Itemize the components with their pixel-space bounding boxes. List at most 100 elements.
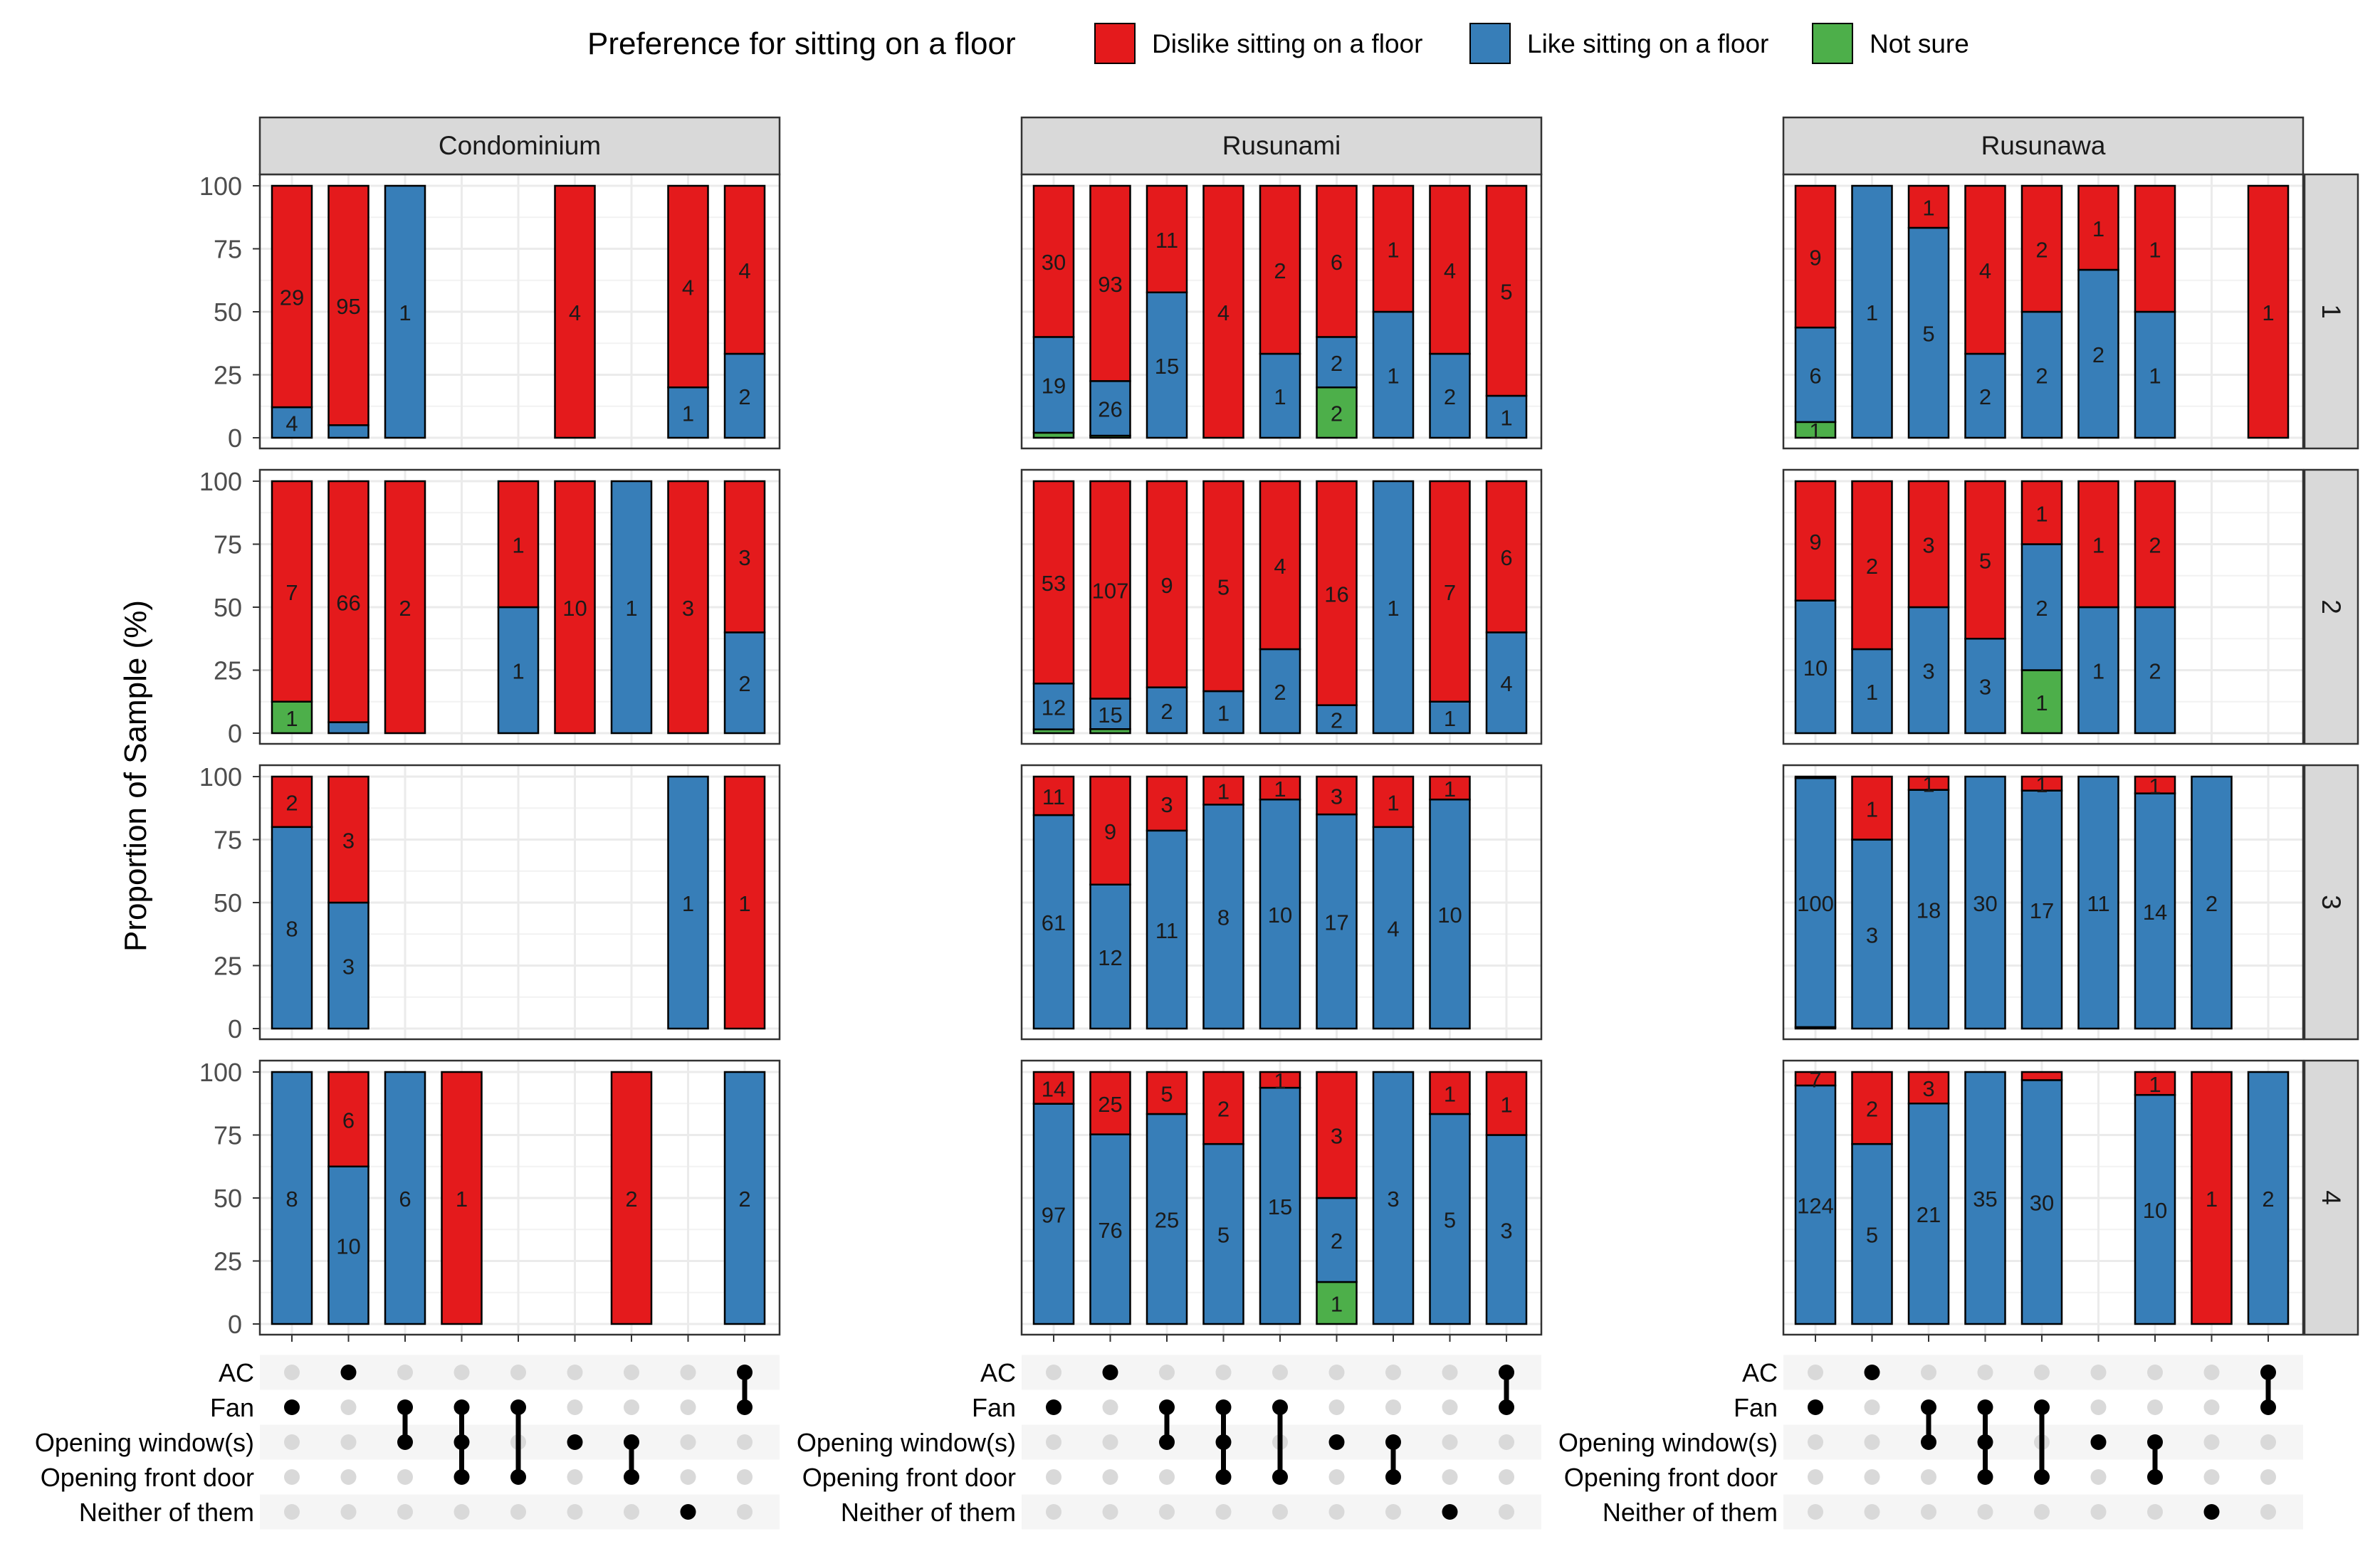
y-tick-label: 100 bbox=[199, 762, 242, 792]
bar-segment-dislike-slot-5 bbox=[1316, 480, 1358, 706]
matrix-dot-inactive bbox=[680, 1365, 696, 1380]
bar-segment-dislike-slot-8 bbox=[723, 480, 766, 634]
bar-segment-like-slot-5 bbox=[1316, 704, 1358, 735]
bar-segment-dislike-slot-4 bbox=[497, 480, 540, 609]
bar-segment-like-slot-7 bbox=[667, 386, 709, 439]
matrix-dot-inactive bbox=[2147, 1399, 2163, 1415]
matrix-dot-inactive bbox=[680, 1434, 696, 1450]
bar-segment-dislike-slot-1 bbox=[1851, 775, 1893, 841]
matrix-dot-active bbox=[1808, 1399, 1823, 1415]
legend: Preference for sitting on a floor Dislike… bbox=[587, 23, 1969, 64]
matrix-dot-inactive bbox=[1921, 1365, 1936, 1380]
bar-segment-dislike-slot-1 bbox=[327, 775, 369, 904]
matrix-dot-inactive bbox=[1385, 1365, 1401, 1380]
matrix-dot-inactive bbox=[1442, 1365, 1458, 1380]
bar-segment-dislike-slot-8 bbox=[723, 775, 766, 1030]
matrix-dot-inactive bbox=[1385, 1504, 1401, 1520]
bar-label-like-slot-2: 21 bbox=[1917, 1202, 1941, 1227]
bar-segment-dislike-slot-1 bbox=[1851, 480, 1893, 651]
bar-segment-like-slot-0 bbox=[1794, 1084, 1837, 1325]
bar-segment-like-slot-6 bbox=[2134, 606, 2176, 735]
bar-label-dislike-slot-7: 1 bbox=[1444, 777, 1456, 802]
bar-label-dislike-slot-2: 11 bbox=[1155, 228, 1178, 253]
bar-segment-dislike-slot-0 bbox=[1032, 480, 1075, 685]
bar-segment-dislike-slot-3 bbox=[1964, 184, 2006, 355]
matrix-dot-inactive bbox=[2090, 1365, 2107, 1380]
bar-label-dislike-slot-5: 3 bbox=[1331, 784, 1343, 809]
bar-segment-dislike-slot-8 bbox=[1485, 480, 1528, 634]
matrix-dot-inactive bbox=[624, 1365, 639, 1380]
bar-segment-like-slot-5 bbox=[2077, 268, 2119, 439]
matrix-dot-inactive bbox=[1215, 1504, 1232, 1520]
legend-title: Preference for sitting on a floor bbox=[587, 26, 1016, 61]
y-tick-label: 50 bbox=[214, 1184, 242, 1213]
bar-label-like-slot-1: 1 bbox=[1866, 300, 1878, 325]
bar-segment-like-slot-1 bbox=[1089, 380, 1131, 437]
matrix-dot-active bbox=[680, 1504, 696, 1520]
matrix-dot-inactive bbox=[340, 1434, 357, 1450]
bar-segment-dislike-slot-0 bbox=[1794, 1071, 1837, 1087]
bar-segment-dislike-slot-7 bbox=[667, 480, 709, 735]
set-label: Neither of them bbox=[79, 1498, 254, 1527]
bar-label-like-slot-1: 5 bbox=[1866, 1223, 1878, 1248]
bar-label-dislike-slot-2: 1 bbox=[1922, 196, 1934, 221]
matrix-dot-inactive bbox=[1046, 1504, 1061, 1520]
bar-label-like-slot-3: 1 bbox=[1217, 701, 1230, 726]
bar-segment-dislike-slot-0 bbox=[271, 480, 313, 703]
bar-segment-dislike-slot-6 bbox=[2134, 1071, 2176, 1096]
matrix-dot-inactive bbox=[567, 1469, 583, 1485]
bar-segment-dislike-slot-2 bbox=[1146, 1071, 1188, 1115]
column-strip-condominium bbox=[258, 116, 781, 176]
bar-label-like-slot-0: 19 bbox=[1042, 374, 1066, 399]
panel-border bbox=[1020, 468, 1543, 745]
bar-segment-dislike-slot-5 bbox=[1316, 184, 1358, 338]
bar-label-like-slot-6: 1 bbox=[2149, 364, 2161, 389]
column-strip-label: Rusunami bbox=[1222, 131, 1341, 160]
set-label: AC bbox=[219, 1358, 254, 1387]
y-tick-label: 50 bbox=[214, 593, 242, 622]
matrix-dot-active bbox=[284, 1399, 300, 1415]
bar-label-like-slot-0: 8 bbox=[285, 916, 298, 941]
matrix-dot-inactive bbox=[680, 1469, 696, 1485]
bar-segment-like-slot-7 bbox=[1429, 798, 1471, 1030]
bar-label-like-slot-6: 14 bbox=[2143, 900, 2167, 925]
bar-segment-like-slot-6 bbox=[2134, 310, 2176, 439]
y-axis-title: Proportion of Sample (%) bbox=[118, 600, 153, 952]
bar-segment-like-slot-4 bbox=[2020, 310, 2063, 439]
y-tick-label: 25 bbox=[214, 656, 242, 685]
column-strip-rusunawa bbox=[1782, 116, 2305, 176]
bar-label-dislike-slot-6: 1 bbox=[1387, 238, 1399, 263]
y-tick-label: 75 bbox=[214, 1121, 242, 1150]
y-tick-label: 100 bbox=[199, 467, 242, 496]
row-strip-2 bbox=[2303, 468, 2359, 745]
bar-label-dislike-slot-5: 1 bbox=[2092, 533, 2104, 558]
matrix-dot-inactive bbox=[1499, 1469, 1514, 1485]
set-label: Opening front door bbox=[41, 1463, 254, 1492]
bar-label-like-slot-3: 8 bbox=[1217, 905, 1230, 930]
bar-label-dislike-slot-1: 107 bbox=[1092, 579, 1129, 604]
bar-segment-dislike-slot-1 bbox=[327, 184, 369, 426]
bar-label-dislike-slot-0: 7 bbox=[285, 580, 298, 605]
bar-segment-like-slot-0 bbox=[1794, 777, 1837, 1029]
upset-matrix: AC Fan Opening window(s) Opening front door… bbox=[35, 1355, 2303, 1530]
bar-segment-like-slot-1 bbox=[1851, 648, 1893, 735]
bar-segment-dislike-slot-6 bbox=[1372, 184, 1415, 313]
panel-border bbox=[1782, 1059, 2305, 1336]
bar-segment-like-slot-4 bbox=[2020, 543, 2063, 671]
bar-segment-like-slot-8 bbox=[1485, 1134, 1528, 1325]
bar-label-like-slot-1: 3 bbox=[1866, 923, 1878, 947]
bar-segment-dislike-slot-0 bbox=[1794, 480, 1837, 601]
matrix-dot-inactive bbox=[1046, 1365, 1061, 1380]
bar-label-like-slot-6: 1 bbox=[1387, 364, 1399, 389]
matrix-dot-inactive bbox=[2203, 1434, 2220, 1450]
matrix-dot-inactive bbox=[1328, 1504, 1345, 1520]
matrix-dot-active bbox=[1102, 1365, 1118, 1380]
matrix-dot-inactive bbox=[2034, 1365, 2050, 1380]
matrix-dot-inactive bbox=[1977, 1504, 1993, 1520]
bar-label-dislike-slot-1: 2 bbox=[1866, 1097, 1878, 1122]
bar-label-dislike-slot-3: 1 bbox=[1217, 779, 1230, 804]
panel-rusunawa-row-2: 10 9 1 2 3 3 3 5 1 2 1 1 1 2 2 bbox=[1782, 468, 2305, 745]
matrix-dot-inactive bbox=[1328, 1469, 1345, 1485]
row-strip-label: 1 bbox=[2317, 304, 2346, 319]
